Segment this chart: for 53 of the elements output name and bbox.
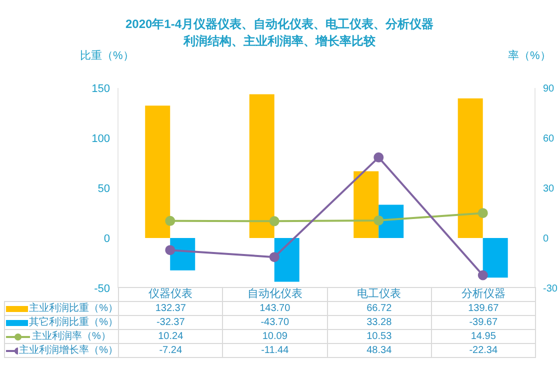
legend-label: 其它利润比重（%）: [5, 316, 118, 329]
chart-subtitle: 利润结构、主业利润率、增长率比较: [182, 33, 376, 50]
data-label: 48.34: [327, 344, 432, 358]
point: [374, 152, 384, 162]
point: [269, 252, 280, 262]
data-label: 143.70: [222, 302, 327, 316]
data-label: -43.70: [222, 316, 327, 330]
point: [269, 216, 280, 226]
bar: [274, 238, 300, 282]
y2-tick-label: 60: [543, 134, 555, 145]
bar: [354, 171, 379, 238]
bar: [249, 94, 274, 238]
data-label: 132.37: [118, 302, 223, 316]
x-tick-label: 电工仪表: [327, 288, 432, 302]
point: [374, 215, 384, 226]
data-label: 66.72: [327, 302, 432, 316]
y-tick-label: 0: [104, 232, 110, 245]
bar: [482, 238, 508, 278]
chart-title: 2020年1-4月仪器仪表、自动化仪表、电工仪表、分析仪器: [124, 16, 435, 33]
bar: [145, 106, 170, 238]
y2-tick-label: 30: [543, 184, 555, 195]
y-tick-label: 50: [98, 182, 110, 195]
x-tick-label: 仪器仪表: [118, 288, 223, 302]
y2-tick-label: 90: [543, 84, 555, 95]
point: [478, 270, 488, 280]
data-label: -39.67: [431, 316, 536, 330]
data-label: -11.44: [222, 344, 327, 358]
data-label: -7.24: [118, 344, 223, 358]
data-label: 14.95: [431, 330, 536, 344]
y-tick-label: -50: [94, 282, 110, 295]
x-tick-label: 分析仪器: [431, 288, 536, 302]
y-axis-title: 比重（%）: [80, 49, 134, 63]
data-label: 10.53: [327, 330, 432, 344]
data-label: 10.24: [118, 330, 223, 344]
data-label: 10.09: [222, 330, 327, 344]
y2-axis-title: 率（%）: [508, 48, 551, 63]
legend-label: 主业利润率（%）: [5, 330, 118, 343]
legend-label: 主业利润增长率（%）: [5, 344, 118, 357]
point: [165, 245, 176, 256]
x-tick-label: 自动化仪表: [222, 288, 327, 302]
point: [478, 208, 488, 218]
y-tick-label: 100: [92, 132, 110, 145]
data-label: -32.37: [118, 316, 223, 330]
y2-tick-label: 0: [543, 234, 549, 245]
y2-tick-label: -30: [543, 284, 558, 295]
legend-label: 主业利润比重（%）: [5, 302, 118, 315]
point: [165, 216, 176, 226]
data-label: 33.28: [327, 316, 432, 330]
bar: [378, 204, 404, 238]
y-tick-label: 150: [92, 82, 110, 95]
bar: [458, 98, 483, 238]
data-label: 139.67: [431, 302, 536, 316]
data-label: -22.34: [431, 344, 536, 358]
